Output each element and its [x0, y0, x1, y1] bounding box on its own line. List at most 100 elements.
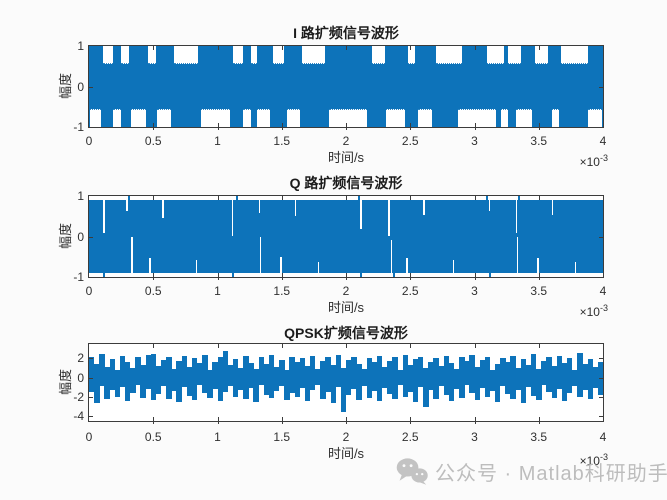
- waveform-notch-top: [515, 200, 518, 233]
- x-tick: [346, 417, 347, 421]
- waveform-notch-bottom: [406, 258, 408, 273]
- noise-bar: [124, 362, 131, 401]
- x-tick: [153, 421, 155, 424]
- noise-bar: [356, 364, 362, 400]
- waveform-notch-bottom: [516, 236, 519, 273]
- y-tick-label: 0: [77, 370, 84, 385]
- subplot3-x-exponent: ×10-3: [579, 452, 608, 468]
- x-tick: [217, 344, 219, 348]
- x-tick: [538, 127, 540, 130]
- noise-bar: [346, 360, 352, 395]
- x-tick: [410, 46, 412, 50]
- waveform-spike-top: [486, 196, 489, 203]
- x-tick: [153, 46, 155, 50]
- x-tick-label: 1.5: [273, 284, 291, 298]
- x-tick: [538, 277, 540, 280]
- x-tick: [410, 273, 412, 277]
- waveform-gap-top: [407, 46, 416, 65]
- x-tick: [217, 273, 219, 277]
- x-tick: [474, 123, 476, 127]
- waveform-gap-bottom: [113, 108, 122, 127]
- noise-bar: [536, 369, 542, 400]
- noise-bar: [572, 369, 578, 387]
- noise-bar: [274, 367, 280, 392]
- x-tick: [153, 273, 155, 277]
- x-tick: [538, 123, 540, 127]
- noise-bar: [428, 362, 434, 391]
- noise-bar: [561, 363, 568, 401]
- noise-bar: [438, 366, 444, 387]
- waveform-gap-top: [173, 46, 199, 65]
- wechat-icon: [396, 458, 428, 485]
- noise-bar: [104, 367, 110, 399]
- noise-bar: [556, 355, 563, 390]
- waveform-notch-top: [126, 200, 128, 211]
- watermark-text: 公众号 · Matlab科研助手: [435, 462, 667, 485]
- waveform-gap-bottom: [286, 108, 300, 127]
- x-tick-label: 1.5: [273, 134, 291, 148]
- y-tick-label: -4: [73, 409, 84, 424]
- x-tick-label: 0.5: [144, 430, 162, 444]
- waveform-gap-top: [232, 46, 244, 65]
- noise-bar: [212, 362, 218, 390]
- waveform-notch-top: [423, 200, 425, 215]
- noise-bar: [500, 358, 506, 387]
- x-tick: [153, 196, 155, 200]
- waveform-band-middle: [89, 64, 603, 109]
- x-tick-label: 2.5: [401, 284, 419, 298]
- subplot3-title: QPSK扩频信号波形: [284, 325, 408, 341]
- x-tick-label: 1.5: [273, 430, 291, 444]
- x-tick: [281, 196, 283, 200]
- noise-bar: [155, 366, 162, 395]
- x-tick: [153, 127, 155, 130]
- noise-bar: [489, 369, 496, 392]
- noise-bar: [577, 352, 583, 397]
- waveform-gap-top: [435, 46, 462, 65]
- waveform-gap-bottom: [257, 108, 271, 127]
- noise-bar: [248, 363, 254, 389]
- noise-bar: [268, 354, 275, 398]
- watermark: 公众号 · Matlab科研助手: [396, 456, 667, 486]
- x-tick: [281, 421, 283, 424]
- noise-bar: [253, 369, 259, 402]
- noise-bar: [109, 359, 115, 391]
- waveform-notch-bottom: [537, 258, 539, 273]
- y-tick: [89, 396, 93, 398]
- x-tick: [346, 123, 347, 127]
- noise-bar: [294, 362, 301, 397]
- noise-bar: [196, 363, 203, 386]
- x-tick-label: 3: [471, 284, 478, 298]
- subplot1-xlabel: 时间/s: [327, 150, 365, 165]
- waveform-spike-top: [235, 196, 238, 203]
- waveform-gap-top: [103, 46, 114, 65]
- x-tick-label: 3: [471, 430, 478, 444]
- noise-bar: [130, 368, 136, 394]
- x-tick-label: 0.5: [144, 284, 162, 298]
- y-tick: [599, 236, 603, 238]
- y-tick-label: 0: [77, 229, 84, 244]
- noise-bar: [135, 357, 141, 386]
- waveform-notch-bottom: [131, 236, 133, 273]
- noise-bar: [243, 355, 249, 399]
- waveform-band: [89, 200, 603, 273]
- y-tick-label: -1: [73, 270, 84, 284]
- y-tick: [89, 86, 93, 88]
- y-tick-label: 1: [77, 39, 84, 53]
- noise-bar: [315, 369, 321, 386]
- noise-bar: [443, 355, 450, 395]
- x-tick-label: 0.5: [144, 134, 162, 148]
- noise-bar: [94, 364, 100, 403]
- x-tick-label: 1: [214, 134, 221, 148]
- subplot2-title: Q 路扩频信号波形: [289, 175, 403, 191]
- x-tick: [153, 277, 155, 280]
- noise-bar: [351, 356, 357, 390]
- noise-bar: [407, 365, 414, 393]
- x-tick: [474, 127, 476, 130]
- noise-bar: [469, 354, 475, 394]
- waveform-notch-bottom: [452, 259, 455, 273]
- noise-bar: [371, 362, 378, 392]
- subplot1-title: I 路扩频信号波形: [293, 25, 399, 41]
- x-tick: [410, 344, 412, 348]
- noise-bar: [150, 353, 157, 400]
- noise-bar: [140, 365, 146, 398]
